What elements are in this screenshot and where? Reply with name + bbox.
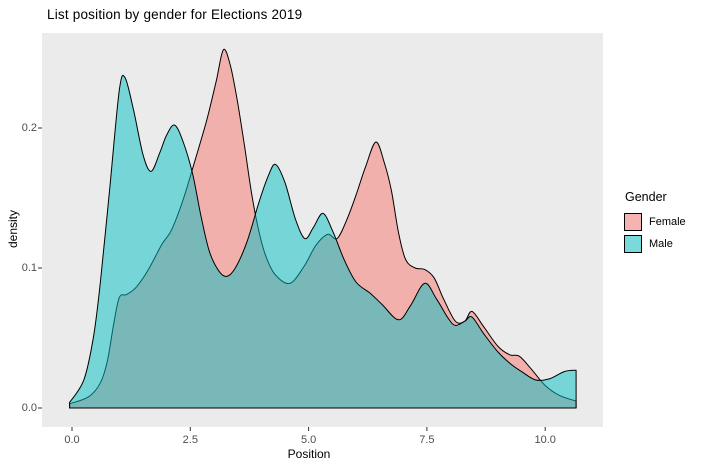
legend: Gender Female Male — [612, 190, 708, 257]
x-tick-label: 10.0 — [534, 434, 556, 446]
male-swatch-fill — [625, 236, 641, 252]
x-tick-label: 7.5 — [419, 434, 435, 446]
legend-label-female: Female — [649, 216, 686, 228]
x-axis-title: Position — [287, 447, 331, 461]
x-tick-label: 0.0 — [64, 434, 80, 446]
chart-title: List position by gender for Elections 20… — [47, 7, 303, 22]
density-curve-male — [69, 74, 577, 409]
y-tick-label: 0.2 — [21, 122, 37, 134]
x-tick-label: 2.5 — [182, 434, 198, 446]
y-axis-title: density — [6, 209, 20, 249]
y-tick-label: 0.1 — [21, 262, 37, 274]
female-swatch — [624, 213, 642, 231]
legend-label-male: Male — [649, 238, 673, 250]
male-swatch — [624, 235, 642, 253]
density-curves — [69, 48, 577, 409]
legend-title: Gender — [625, 190, 667, 204]
female-swatch-fill — [625, 214, 641, 230]
axis-tick-marks — [38, 127, 546, 431]
legend-item-male: Male — [624, 235, 708, 253]
legend-item-female: Female — [624, 213, 708, 231]
y-tick-label: 0.0 — [21, 402, 37, 414]
x-tick-label: 5.0 — [300, 434, 317, 446]
